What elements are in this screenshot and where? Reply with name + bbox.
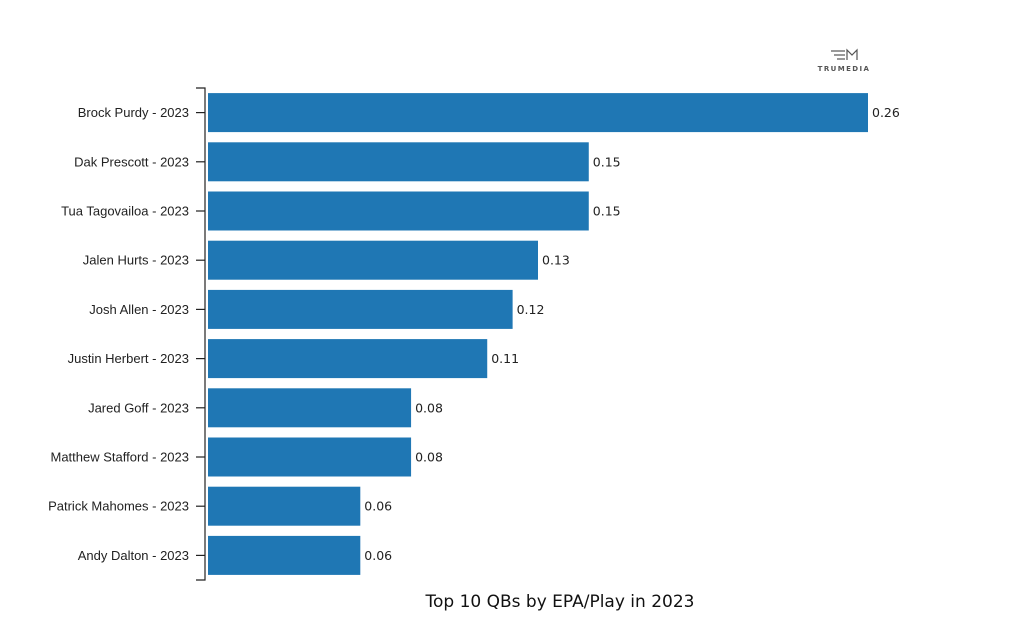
value-label: 0.08 [415, 400, 443, 415]
category-label: Jalen Hurts - 2023 [83, 253, 189, 268]
category-label: Andy Dalton - 2023 [78, 548, 189, 563]
bars [208, 93, 868, 575]
brand-mark-icon [831, 48, 858, 60]
bar [208, 388, 412, 428]
bar [208, 535, 361, 575]
value-label: 0.11 [491, 351, 519, 366]
category-label: Jared Goff - 2023 [88, 400, 189, 415]
value-label: 0.08 [415, 450, 443, 465]
category-label: Patrick Mahomes - 2023 [48, 499, 189, 514]
bar [208, 437, 412, 477]
value-label: 0.06 [364, 499, 392, 514]
value-label: 0.12 [517, 302, 545, 317]
y-axis [196, 87, 206, 581]
bar [208, 289, 513, 329]
value-labels: 0.26 0.15 0.15 0.13 0.12 0.11 0.08 0.08 0.06 0.06 [364, 105, 900, 563]
category-label: Matthew Stafford - 2023 [50, 450, 189, 465]
bar [208, 339, 488, 379]
value-label: 0.13 [542, 253, 570, 268]
value-label: 0.15 [593, 154, 621, 169]
brand-name: TRUMEDIA [818, 65, 871, 73]
category-label: Josh Allen - 2023 [89, 302, 189, 317]
bar [208, 93, 868, 133]
value-label: 0.06 [364, 548, 392, 563]
category-labels: Brock Purdy - 2023 Dak Prescott - 2023 Tua… [48, 105, 189, 563]
category-label: Tua Tagovailoa - 2023 [61, 204, 189, 219]
bar [208, 240, 538, 280]
bar [208, 142, 589, 182]
value-label: 0.26 [872, 105, 900, 120]
category-label: Dak Prescott - 2023 [74, 154, 189, 169]
brand-logo: TRUMEDIA [818, 48, 871, 73]
category-label: Brock Purdy - 2023 [78, 105, 189, 120]
category-label: Justin Herbert - 2023 [68, 351, 189, 366]
value-label: 0.15 [593, 204, 621, 219]
y-axis-line [196, 87, 206, 581]
bar [208, 191, 589, 231]
bar [208, 486, 361, 526]
chart-title: Top 10 QBs by EPA/Play in 2023 [425, 592, 695, 612]
